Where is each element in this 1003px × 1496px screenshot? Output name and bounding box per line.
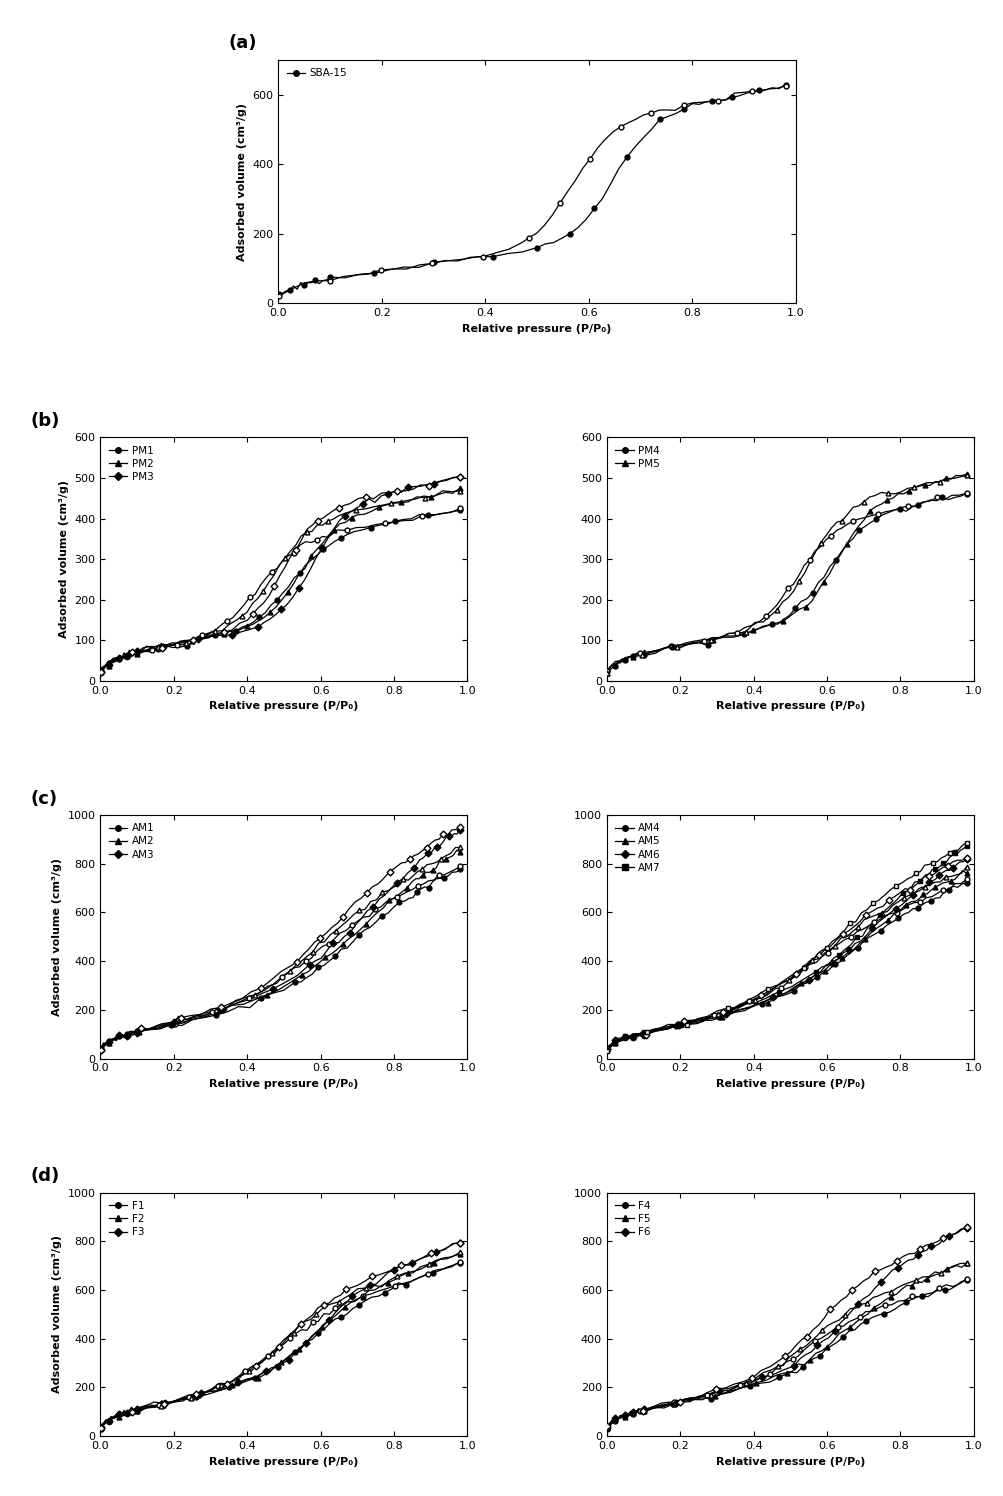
Legend: F1, F2, F3: F1, F2, F3 xyxy=(105,1198,147,1240)
Legend: PM1, PM2, PM3: PM1, PM2, PM3 xyxy=(105,443,156,485)
Text: (b): (b) xyxy=(30,411,59,429)
Legend: AM1, AM2, AM3: AM1, AM2, AM3 xyxy=(105,820,157,863)
Y-axis label: Adsorbed volume (cm³/g): Adsorbed volume (cm³/g) xyxy=(52,857,62,1016)
X-axis label: Relative pressure (P/P₀): Relative pressure (P/P₀) xyxy=(715,1079,865,1089)
Y-axis label: Adsorbed volume (cm³/g): Adsorbed volume (cm³/g) xyxy=(237,103,247,260)
X-axis label: Relative pressure (P/P₀): Relative pressure (P/P₀) xyxy=(715,702,865,712)
Legend: PM4, PM5: PM4, PM5 xyxy=(612,443,662,473)
Text: (a): (a) xyxy=(228,34,257,52)
Legend: AM4, AM5, AM6, AM7: AM4, AM5, AM6, AM7 xyxy=(612,820,663,875)
Text: (c): (c) xyxy=(30,790,57,808)
X-axis label: Relative pressure (P/P₀): Relative pressure (P/P₀) xyxy=(715,1457,865,1466)
X-axis label: Relative pressure (P/P₀): Relative pressure (P/P₀) xyxy=(209,702,358,712)
Legend: F4, F5, F6: F4, F5, F6 xyxy=(612,1198,653,1240)
Text: (d): (d) xyxy=(30,1167,59,1185)
X-axis label: Relative pressure (P/P₀): Relative pressure (P/P₀) xyxy=(209,1457,358,1466)
Y-axis label: Adsorbed volume (cm³/g): Adsorbed volume (cm³/g) xyxy=(52,1236,62,1393)
Legend: SBA-15: SBA-15 xyxy=(283,64,350,81)
X-axis label: Relative pressure (P/P₀): Relative pressure (P/P₀) xyxy=(209,1079,358,1089)
Y-axis label: Adsorbed volume (cm³/g): Adsorbed volume (cm³/g) xyxy=(59,480,69,639)
X-axis label: Relative pressure (P/P₀): Relative pressure (P/P₀) xyxy=(462,323,611,334)
